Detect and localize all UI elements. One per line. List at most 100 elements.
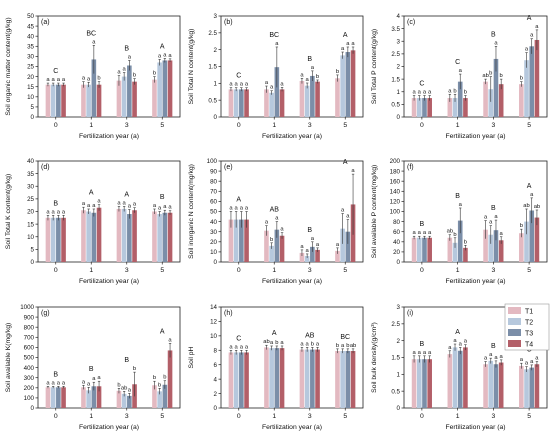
y-tick-label: 40 xyxy=(27,158,34,165)
significance-letter: b xyxy=(311,341,314,347)
significance-letter: a xyxy=(494,214,498,220)
significance-letter: a xyxy=(423,90,427,96)
significance-letter: a xyxy=(306,248,310,254)
bar-T1 xyxy=(447,98,453,117)
y-tick-label: 0 xyxy=(31,405,35,412)
bar-T3 xyxy=(127,395,132,408)
bar-T2 xyxy=(416,98,422,117)
significance-letter: a xyxy=(46,77,50,83)
panel-label: (g) xyxy=(41,310,50,317)
bar-T1 xyxy=(264,89,269,117)
x-tick-label: 3 xyxy=(125,413,129,420)
x-tick-label: 5 xyxy=(527,122,531,129)
y-tick-label: 8 xyxy=(214,347,218,354)
bar-T4 xyxy=(463,247,468,262)
significance-letter: a xyxy=(117,70,121,76)
bar-T3 xyxy=(56,84,61,117)
bar-T1 xyxy=(116,208,122,262)
y-tick-label: 10 xyxy=(27,94,34,101)
x-axis-label: Fertilization year (a) xyxy=(445,133,505,140)
bar-T3 xyxy=(422,237,427,262)
bar-T3 xyxy=(239,89,244,117)
significance-letter: a xyxy=(489,220,493,226)
bar-T4 xyxy=(96,386,102,408)
bar-T1 xyxy=(228,352,234,408)
bar-T1 xyxy=(264,230,269,262)
significance-letter: a xyxy=(300,244,304,250)
bar-T3 xyxy=(529,46,535,117)
bar-T3 xyxy=(310,246,315,262)
x-tick-label: 3 xyxy=(308,413,312,420)
significance-letter: a xyxy=(133,202,137,208)
significance-letter: a xyxy=(453,338,457,344)
significance-letter: a xyxy=(128,203,132,209)
significance-letter: ab xyxy=(482,73,488,79)
bar-T1 xyxy=(519,84,524,117)
x-tick-label: 0 xyxy=(237,413,241,420)
bar-T1 xyxy=(299,252,305,262)
bar-T3 xyxy=(274,67,280,117)
y-tick-label: 2 xyxy=(214,391,218,398)
x-tick-label: 1 xyxy=(456,267,460,274)
bar-T1 xyxy=(335,351,340,408)
x-tick-label: 5 xyxy=(343,413,347,420)
significance-letter: a xyxy=(448,88,452,94)
bar-T2 xyxy=(50,217,56,262)
y-tick-label: 0 xyxy=(214,114,218,121)
y-tick-label: 25 xyxy=(27,64,34,71)
panel-label: (i) xyxy=(407,310,413,317)
bar-T3 xyxy=(422,359,427,408)
significance-letter: a xyxy=(270,85,274,91)
x-tick-label: 1 xyxy=(89,267,93,274)
y-tick-label: 3 xyxy=(397,38,401,45)
bar-T2 xyxy=(50,84,56,117)
bar-T3 xyxy=(162,384,168,408)
significance-letter: a xyxy=(418,90,422,96)
significance-letter: a xyxy=(57,77,61,83)
x-tick-label: 0 xyxy=(237,267,241,274)
significance-letter: ab xyxy=(534,204,540,210)
bar-T1 xyxy=(81,387,86,408)
bar-T3 xyxy=(493,364,499,408)
significance-letter: a xyxy=(62,77,66,83)
bar-T3 xyxy=(422,98,427,117)
bar-T4 xyxy=(315,81,320,117)
bar-T2 xyxy=(233,219,239,262)
x-tick-label: 3 xyxy=(491,413,495,420)
x-tick-label: 1 xyxy=(272,267,276,274)
group-letter: B xyxy=(307,227,312,234)
panel-label: (f) xyxy=(407,164,414,171)
x-axis-label: Fertilization year (a) xyxy=(445,424,505,431)
significance-letter: a xyxy=(235,82,239,88)
significance-letter: a xyxy=(46,380,50,386)
y-axis-label: Soil inorganic N content(mg/kg) xyxy=(188,164,195,259)
significance-letter: a xyxy=(128,387,132,393)
significance-letter: a xyxy=(494,355,498,361)
y-tick-label: 20 xyxy=(27,209,34,216)
y-tick-label: 0 xyxy=(397,405,401,412)
bar-T1 xyxy=(228,89,234,117)
x-tick-label: 3 xyxy=(125,122,129,129)
y-tick-label: 3 xyxy=(397,304,401,311)
y-tick-label: 200 xyxy=(390,158,401,165)
bar-T1 xyxy=(299,80,305,117)
significance-letter: a xyxy=(351,41,355,47)
bar-T2 xyxy=(86,84,91,117)
y-tick-label: 800 xyxy=(24,324,35,331)
y-tick-label: 50 xyxy=(210,209,217,216)
significance-letter: a xyxy=(163,52,167,58)
x-tick-label: 5 xyxy=(160,122,164,129)
y-tick-label: 1.5 xyxy=(391,355,400,362)
bar-T2 xyxy=(340,55,345,117)
significance-letter: a xyxy=(418,230,422,236)
x-tick-label: 5 xyxy=(343,122,347,129)
significance-letter: ab xyxy=(350,343,356,349)
significance-letter: a xyxy=(158,53,162,59)
significance-letter: a xyxy=(240,82,244,88)
bar-T2 xyxy=(340,351,345,408)
significance-letter: b xyxy=(163,375,166,381)
legend-label-T3: T3 xyxy=(525,331,533,338)
y-tick-label: 4 xyxy=(214,376,218,383)
bar-T3 xyxy=(91,212,97,262)
bar-T4 xyxy=(167,60,173,117)
